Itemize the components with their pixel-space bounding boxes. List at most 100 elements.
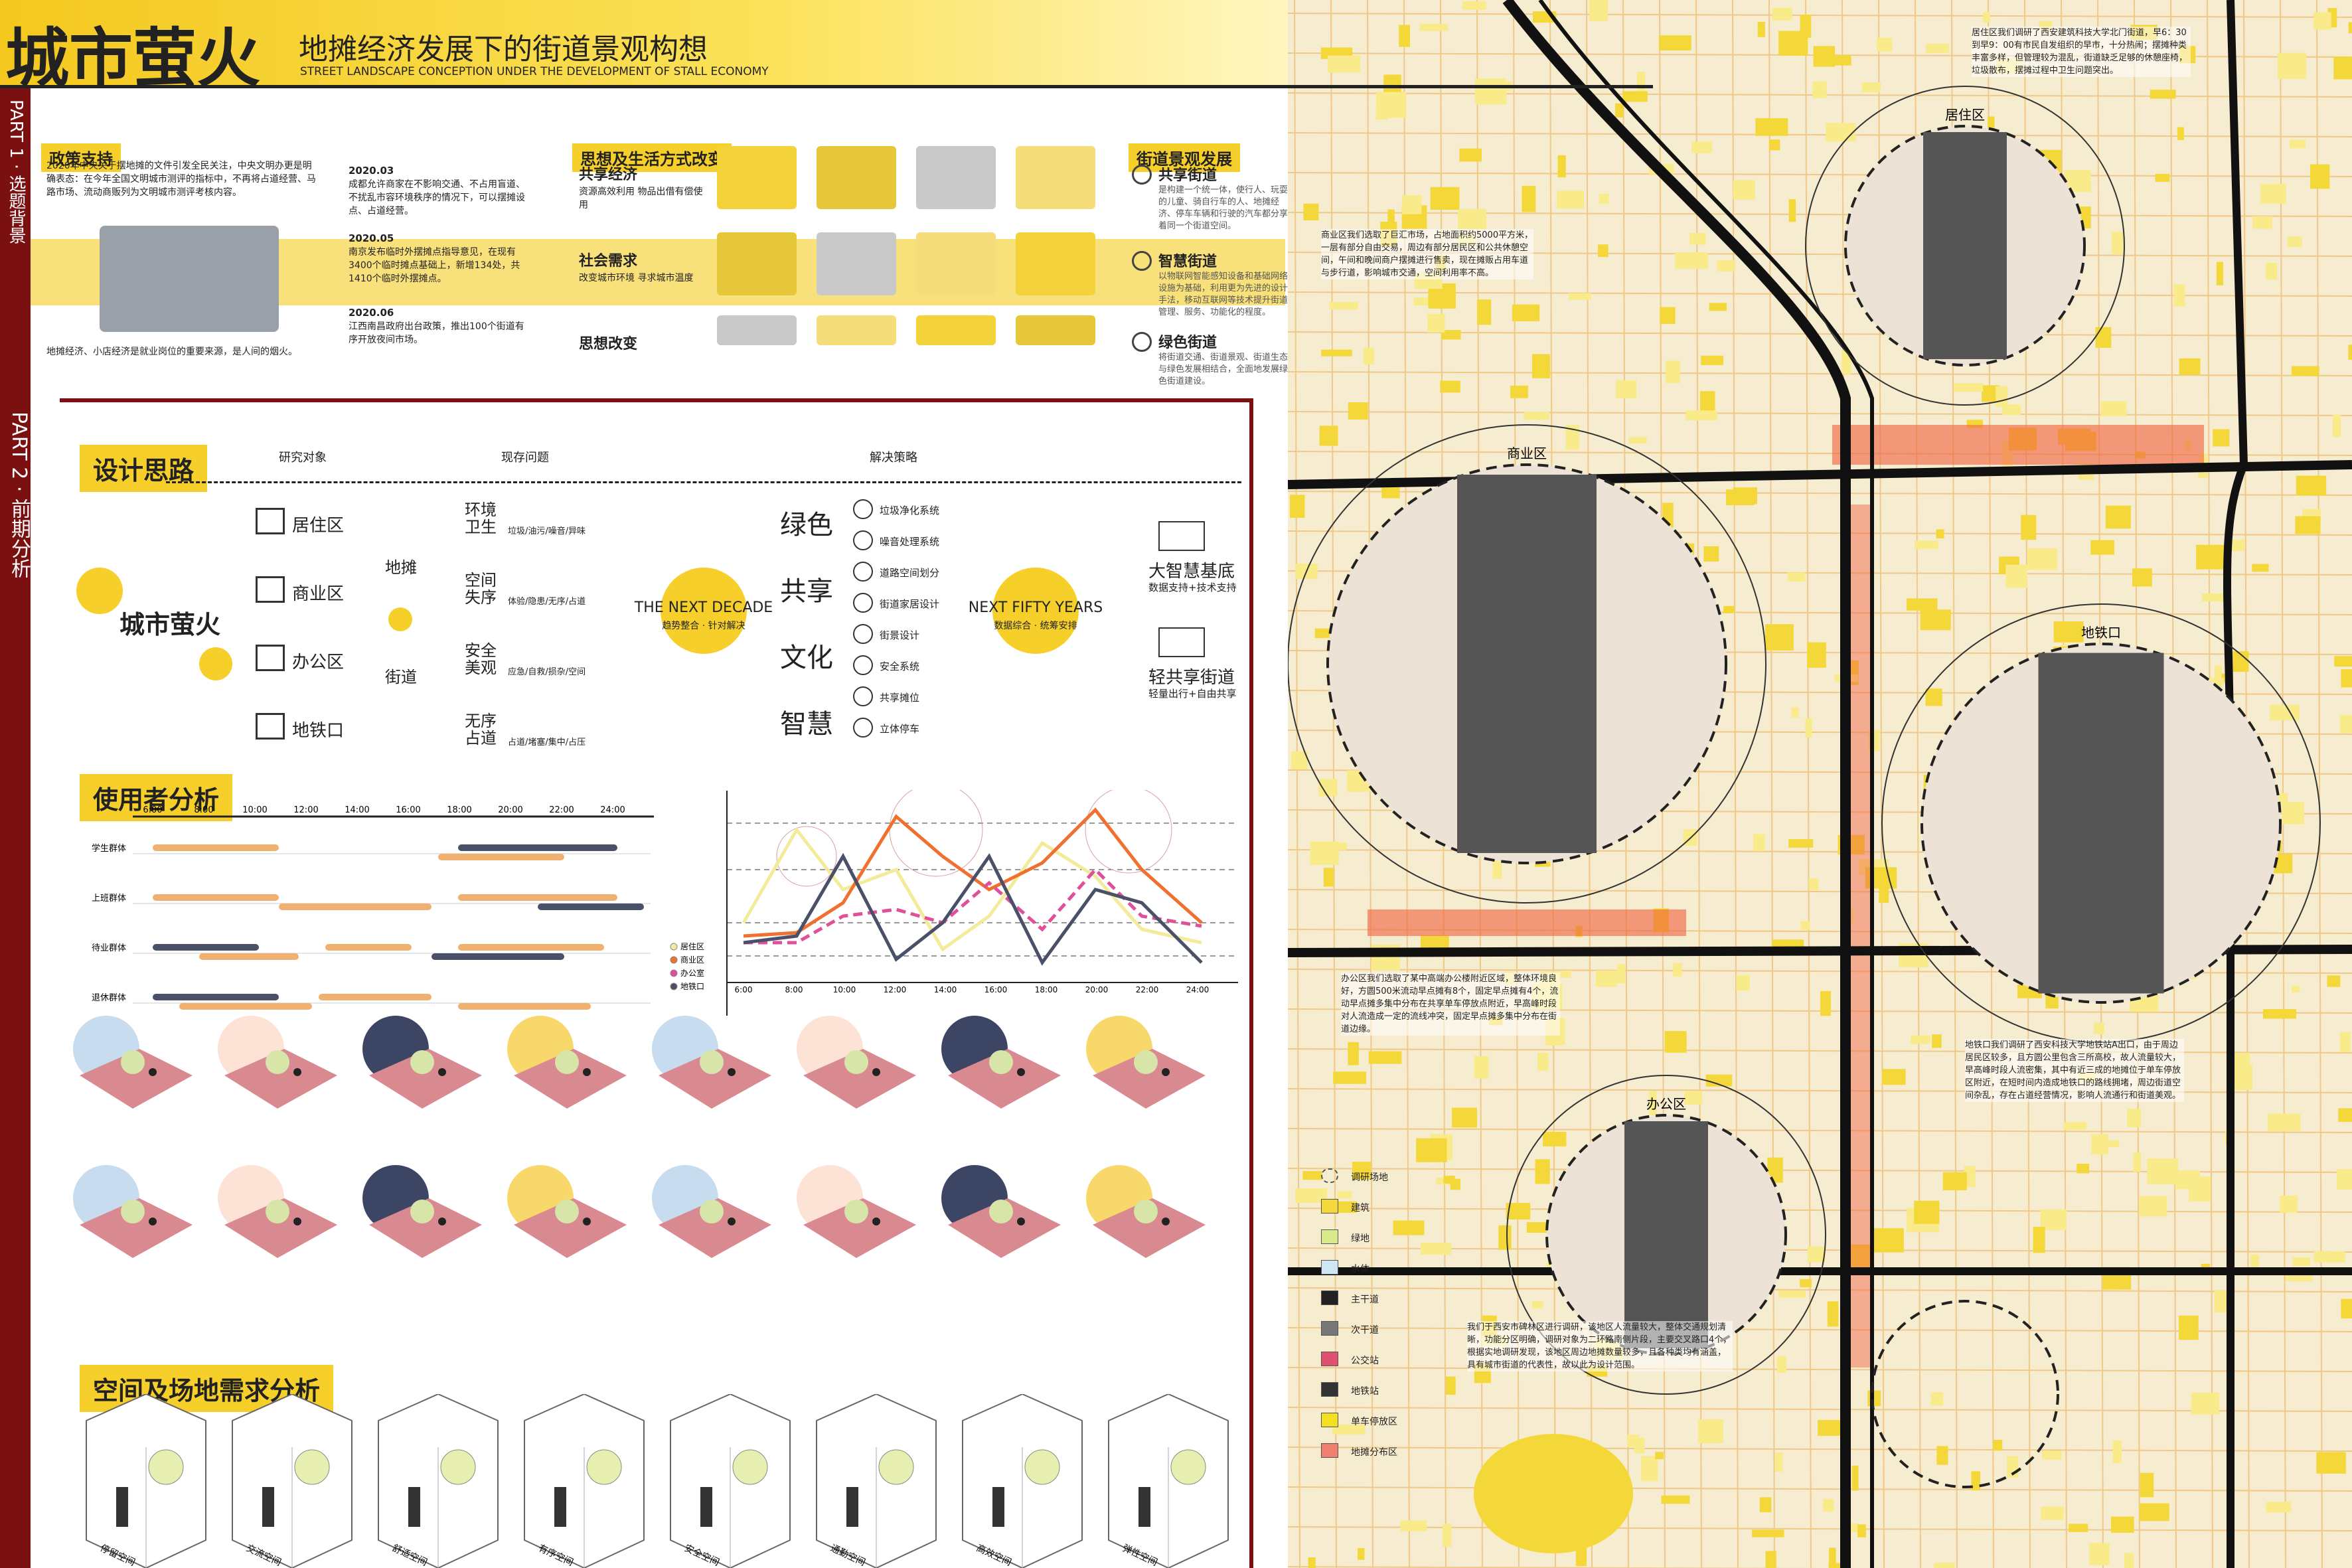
building bbox=[1993, 1439, 2003, 1451]
building bbox=[1641, 1456, 1658, 1482]
building bbox=[1807, 1246, 1826, 1263]
legend-label: 单车停放区 bbox=[1351, 1417, 1397, 1427]
chart-time: 12:00 bbox=[884, 985, 907, 994]
building bbox=[1303, 203, 1319, 220]
time-bar bbox=[279, 903, 431, 910]
building bbox=[1441, 330, 1461, 340]
building bbox=[2348, 22, 2352, 34]
problem-text: 应急/自救/损杂/空间 bbox=[508, 667, 586, 677]
building bbox=[1421, 1242, 1452, 1255]
item-title: 绿色街道 bbox=[1158, 334, 1217, 351]
highlight bbox=[1085, 790, 1172, 874]
chart-time: 16:00 bbox=[984, 985, 1008, 994]
scene-person bbox=[728, 1217, 736, 1225]
building bbox=[1452, 1107, 1478, 1128]
building bbox=[1614, 103, 1624, 118]
problem-text: 占道/堵塞/集中/占压 bbox=[508, 738, 586, 747]
building bbox=[1419, 23, 1448, 31]
time-label: 10:00 bbox=[242, 805, 267, 815]
time-label: 16:00 bbox=[396, 805, 420, 815]
building bbox=[2313, 12, 2331, 30]
building bbox=[1791, 707, 1799, 718]
building bbox=[1698, 1419, 1723, 1444]
building bbox=[1400, 1520, 1427, 1531]
legend-label: 公交站 bbox=[1351, 1356, 1379, 1366]
building bbox=[2027, 548, 2057, 570]
scene-ground bbox=[948, 1198, 1061, 1258]
column-header: 现存问题 bbox=[501, 451, 549, 465]
street-line bbox=[1288, 1327, 2352, 1332]
building bbox=[2139, 1196, 2167, 1217]
building bbox=[1655, 1452, 1664, 1460]
subtitle: 地摊经济发展下的街道景观构想 bbox=[299, 33, 708, 66]
building bbox=[1765, 1551, 1776, 1568]
building bbox=[2005, 564, 2028, 588]
building bbox=[1820, 990, 1831, 1016]
scene-person bbox=[583, 1217, 591, 1225]
scene-tree bbox=[410, 1200, 434, 1223]
building bbox=[1295, 1188, 1328, 1203]
legend-label: 绿地 bbox=[1351, 1233, 1370, 1244]
item-text: 将街道交通、街道景观、街道生态与绿色发展相结合，全面地发展绿色街道建设。 bbox=[1158, 353, 1289, 386]
section-heading: 设计思路 bbox=[80, 445, 208, 492]
image bbox=[916, 146, 996, 209]
highlight bbox=[776, 826, 837, 887]
building bbox=[2040, 1209, 2067, 1230]
item-title: 社会需求 bbox=[579, 252, 638, 270]
object-label: 办公区 bbox=[292, 653, 345, 672]
time-bar bbox=[199, 953, 299, 960]
measure-icon bbox=[853, 624, 873, 644]
building bbox=[1914, 1200, 1940, 1224]
policy-text: 2020年中央关于摆地摊的文件引发全民关注，中央文明办更是明确表态：在今年全国文… bbox=[46, 161, 316, 198]
street-line bbox=[1288, 411, 2352, 416]
scene-tree bbox=[1134, 1050, 1158, 1074]
measure-icon bbox=[853, 530, 873, 550]
scene-person bbox=[872, 1068, 880, 1076]
image bbox=[1016, 146, 1095, 209]
building bbox=[1717, 260, 1735, 272]
building bbox=[1458, 209, 1486, 230]
time-label: 14:00 bbox=[345, 805, 369, 815]
main-road bbox=[1538, 0, 1874, 1568]
building bbox=[1829, 1547, 1836, 1564]
scene-ground bbox=[514, 1198, 627, 1258]
building bbox=[1709, 303, 1727, 311]
street-line bbox=[1288, 1447, 2352, 1452]
building bbox=[1752, 1529, 1784, 1537]
building bbox=[1569, 293, 1592, 300]
building bbox=[2127, 1109, 2142, 1127]
building bbox=[1915, 540, 1938, 550]
building bbox=[1557, 191, 1585, 209]
scene-ground bbox=[1093, 1049, 1206, 1109]
zone-label: 地铁口 bbox=[2081, 625, 2121, 641]
timeline-text: 成都允许商家在不影响交通、不占用盲道、不扰乱市容环境秩序的情况下，可以摆摊设点、… bbox=[349, 179, 525, 216]
building bbox=[1565, 425, 1579, 450]
building bbox=[2207, 677, 2225, 685]
building bbox=[1767, 1157, 1783, 1183]
building bbox=[2139, 1503, 2169, 1522]
problem-title: 安全美观 bbox=[465, 641, 497, 677]
legend-swatch bbox=[1321, 1199, 1338, 1214]
object-icon bbox=[256, 713, 285, 740]
building bbox=[2250, 1254, 2259, 1271]
building bbox=[2140, 1472, 2154, 1498]
scene-tree bbox=[410, 1050, 434, 1074]
cube-tree bbox=[1170, 1449, 1206, 1485]
building bbox=[2053, 621, 2084, 643]
legend-swatch bbox=[670, 982, 678, 990]
zone-label: 商业区 bbox=[1507, 445, 1547, 461]
link-dot bbox=[388, 607, 412, 631]
building bbox=[1818, 1420, 1843, 1436]
photo bbox=[100, 226, 279, 332]
scene-person bbox=[728, 1068, 736, 1076]
timeline-date: 2020.06 bbox=[349, 307, 394, 319]
building bbox=[1430, 187, 1460, 210]
measure-icon bbox=[853, 655, 873, 675]
timeline-date: 2020.05 bbox=[349, 232, 394, 244]
building bbox=[2277, 52, 2307, 79]
zone-road bbox=[1923, 132, 2007, 359]
series-line bbox=[743, 852, 1203, 966]
building bbox=[2175, 1170, 2200, 1190]
time-label: 22:00 bbox=[549, 805, 574, 815]
legend-label: 地铁站 bbox=[1351, 1386, 1379, 1397]
